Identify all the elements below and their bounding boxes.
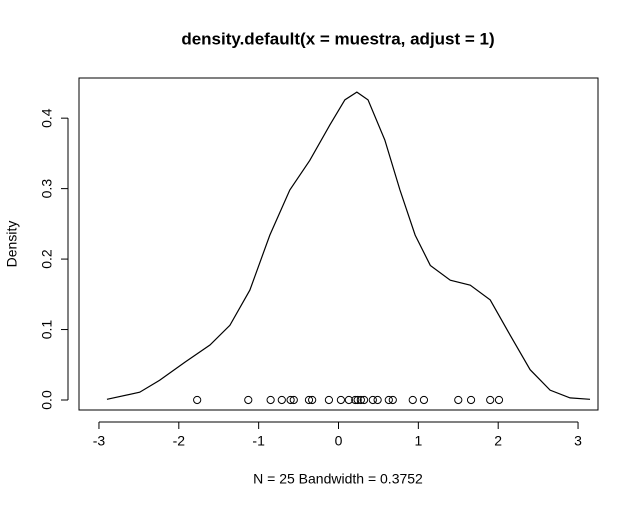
x-axis-label: N = 25 Bandwidth = 0.3752 [253, 471, 423, 487]
x-tick-label: -1 [252, 433, 265, 449]
sample-point [408, 395, 417, 405]
sample-point [336, 395, 345, 405]
x-tick-label: 1 [414, 433, 422, 449]
sample-point [304, 395, 314, 405]
x-tick-label: -3 [93, 433, 106, 449]
y-tick-label: 0.0 [39, 390, 55, 410]
sample-point [244, 395, 253, 405]
sample-point [359, 395, 369, 405]
y-tick-label: 0.4 [39, 108, 55, 128]
x-tick-label: 0 [335, 433, 343, 449]
sample-point [193, 395, 202, 405]
sample-point [286, 395, 295, 405]
sample-point [308, 395, 317, 405]
sample-point [353, 395, 362, 405]
sample-point [277, 395, 286, 405]
sample-point [368, 395, 377, 405]
sample-point [373, 395, 382, 405]
y-tick-label: 0.1 [39, 320, 55, 340]
chart-title: density.default(x = muestra, adjust = 1) [181, 29, 494, 48]
x-tick-label: -2 [173, 433, 186, 449]
sample-point [266, 395, 275, 405]
sample-point [486, 395, 495, 405]
sample-point [344, 395, 353, 405]
sample-point [454, 395, 463, 405]
sample-point [384, 395, 393, 405]
sample-point [466, 395, 476, 405]
sample-point [419, 395, 429, 405]
x-tick-label: 2 [494, 433, 502, 449]
sample-point [494, 395, 504, 405]
y-tick-label: 0.3 [39, 179, 55, 199]
plot-frame [78, 77, 599, 411]
sample-point [356, 395, 365, 405]
sample-point [351, 395, 360, 405]
sample-point [388, 395, 397, 405]
density-curve [106, 91, 591, 400]
sample-point [324, 395, 334, 405]
x-tick-label: 3 [574, 433, 582, 449]
y-tick-label: 0.2 [39, 249, 55, 269]
sample-point [289, 395, 298, 405]
y-axis-label: Density [4, 221, 20, 268]
